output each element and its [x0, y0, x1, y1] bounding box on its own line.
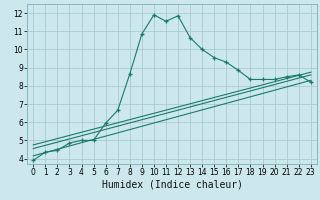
X-axis label: Humidex (Indice chaleur): Humidex (Indice chaleur)	[101, 180, 243, 190]
